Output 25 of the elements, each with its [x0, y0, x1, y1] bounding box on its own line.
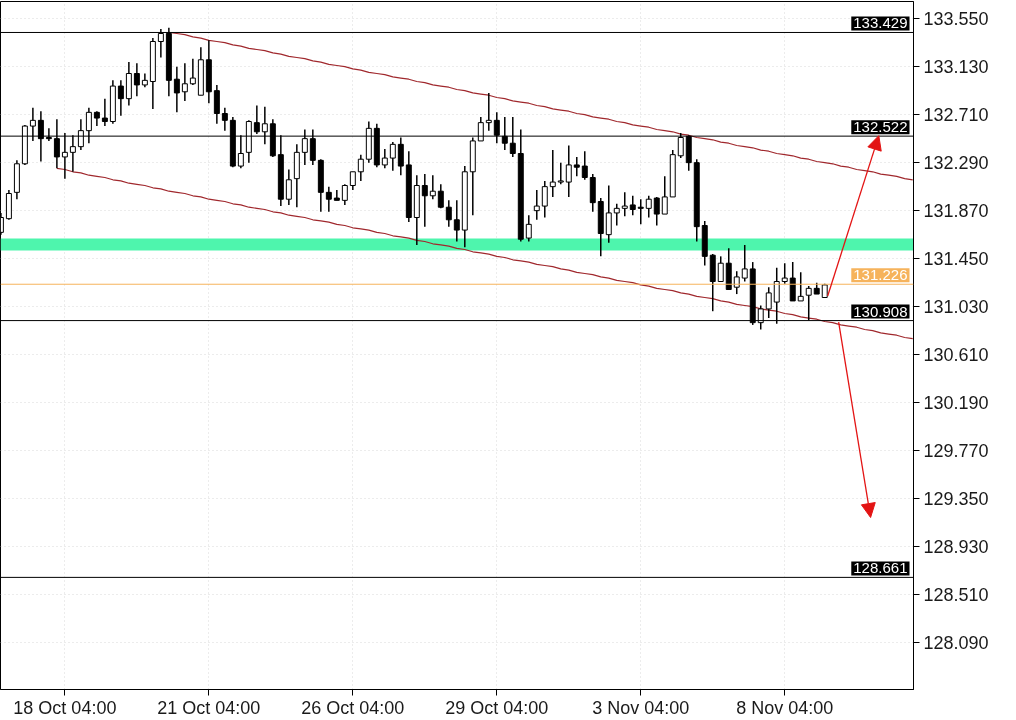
ref-line-label: 130.908 [853, 302, 908, 320]
ref-line-label: 132.522 [853, 118, 908, 136]
y-tick-label: 130.610 [923, 345, 989, 366]
ref-line-label: 128.661 [853, 559, 908, 577]
ref-line-label: 131.226 [853, 266, 908, 284]
y-tick-label: 133.130 [923, 57, 989, 78]
y-tick-label: 128.510 [923, 585, 989, 606]
y-tick-label: 129.770 [923, 441, 989, 462]
y-tick-label: 133.550 [923, 9, 989, 30]
y-tick-label: 128.090 [923, 633, 989, 654]
x-tick-label: 3 Nov 04:00 [592, 697, 690, 718]
y-tick-label: 132.290 [923, 153, 989, 174]
x-tick-label: 18 Oct 04:00 [13, 697, 117, 718]
y-tick-label: 132.710 [923, 105, 989, 126]
x-tick-label: 29 Oct 04:00 [445, 697, 549, 718]
y-tick-label: 131.870 [923, 201, 989, 222]
y-tick-label: 129.350 [923, 489, 989, 510]
y-tick-label: 128.930 [923, 537, 989, 558]
x-tick-label: 21 Oct 04:00 [157, 697, 261, 718]
x-tick-label: 26 Oct 04:00 [301, 697, 405, 718]
y-tick-label: 130.190 [923, 393, 989, 414]
ref-line-label: 133.429 [853, 14, 908, 32]
y-tick-label: 131.030 [923, 297, 989, 318]
x-tick-label: 8 Nov 04:00 [736, 697, 834, 718]
y-tick-label: 131.450 [923, 249, 989, 270]
